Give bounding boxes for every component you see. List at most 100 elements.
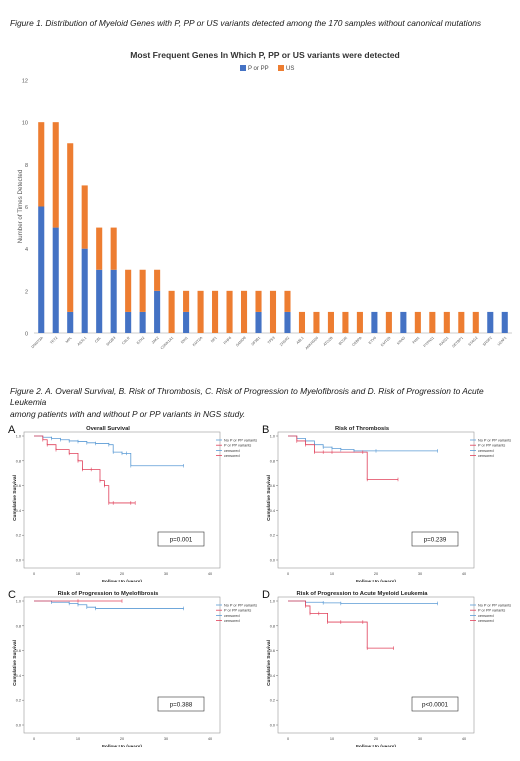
category-label: CSNK1A1 [160,336,174,350]
bar-segment-us [67,143,74,312]
category-label: PTPN11 [423,336,435,348]
km-chart-svg: Overall Survival 0.0 0.2 0.4 0.6 0.8 1.0 0 10 20 3… [12,426,257,582]
plot-frame [277,431,475,569]
category-label: KMT2D [380,336,392,348]
panel-letter: A [8,424,16,436]
legend-label: censored [224,614,240,618]
legend-label: censored [478,614,494,618]
p-value-label: p=0.239 [424,537,447,544]
category-label: ZRSR2 [279,336,290,347]
bar-segment-us [429,311,436,333]
category-label: BCOR [338,336,348,346]
bar-segment-us [52,122,59,228]
km-chart-svg: Risk of Progression to Acute Myeloid Leu… [266,591,511,747]
x-tick-label: 20 [120,572,124,576]
y-tick-label: 6 [25,205,28,211]
y-tick-label: 0.0 [270,559,275,563]
y-tick-label: 1.0 [270,600,275,604]
y-tick-label: 0.0 [16,724,21,728]
bar-segment-us [458,311,465,333]
x-tick-label: 20 [120,737,124,741]
km-chart-svg: Risk of Progression to Myelofibrosis 0.0 0… [12,591,257,747]
p-value-box [411,531,459,547]
category-label: SETBP1 [451,336,464,349]
y-tick-label: 0.4 [270,509,275,513]
category-label: PHF6 [223,336,232,345]
legend-label: censored [478,449,494,453]
legend-label: P or PP variants [224,609,251,613]
panel-letter: D [262,589,270,601]
panel-letter: C [8,589,16,601]
bar-segment-p-pp [38,206,45,333]
bar-segment-us [96,227,103,270]
legend-label: No P or PP variants [224,439,257,443]
category-label: DNMT3A [31,335,45,349]
y-tick-label: 0.8 [270,459,275,463]
category-label: ETV6 [368,336,377,345]
bar-segment-us [168,290,175,333]
legend-label: P or PP variants [478,609,505,613]
y-tick-label: 0.6 [16,484,21,488]
p-value-label: p=0.388 [170,702,193,709]
km-chart-svg: Risk of Thrombosis 0.0 0.2 0.4 0.6 0.8 1.0 0 10 2… [266,426,511,582]
bar-segment-us [414,311,421,333]
legend-label-p-pp: P or PP [248,66,269,72]
bar-segment-us [255,290,262,312]
legend-swatch-p-pp [240,65,246,71]
p-value-label: p<0.0001 [422,702,449,709]
x-tick-label: 10 [76,737,80,741]
bar-segment-us [81,185,88,249]
km-curve-no-variant [288,600,438,604]
bar-segment-us [110,227,117,270]
y-tick-label: 0.8 [270,624,275,628]
bar-segment-us [342,311,349,333]
category-label: SRSF2 [482,336,493,347]
y-axis-label: Number of Times Detected [17,169,24,243]
x-axis-label: Follow Up (years) [102,744,142,747]
category-label: STAG2 [468,336,479,347]
bar-segment-us [240,290,248,333]
plot-frame [23,431,221,569]
gene-frequency-bar-chart: Most Frequent Genes In Which P, PP or US… [17,50,512,350]
x-tick-label: 0 [33,572,35,576]
x-tick-label: 0 [33,737,35,741]
category-label: SAMD9 [235,336,247,348]
x-tick-label: 30 [418,737,422,741]
x-axis-label: Follow Up (years) [356,744,396,747]
bar-segment-p-pp [52,227,59,333]
bar-segment-p-pp [183,311,190,333]
bar-segment-us [154,269,161,291]
y-tick-label: 2 [25,289,28,295]
km-panel-d: D Risk of Progression to Acute Myeloid Le… [262,585,512,747]
category-label: JAK2 [151,336,160,345]
category-label: MPL [65,336,73,344]
category-label: CBL [94,336,102,344]
bar-segment-p-pp [139,311,146,333]
y-tick-label: 10 [22,121,28,127]
bar-segment-us [443,311,450,333]
km-title: Risk of Progression to Myelofibrosis [58,591,159,597]
km-panel-c: C Risk of Progression to Myelofibrosis 0.0… [8,585,258,747]
km-curve-no-variant [34,600,184,609]
x-tick-label: 20 [374,572,378,576]
x-tick-label: 20 [374,737,378,741]
plot-frame [23,596,221,734]
legend-label: censored [224,449,240,453]
legend-label: censored [478,619,494,623]
km-curve-no-variant [288,435,438,452]
x-tick-label: 40 [462,572,466,576]
y-tick-label: 1.0 [16,600,21,604]
p-value-box [157,696,205,712]
bar-segment-us [139,269,146,312]
y-tick-label: 0.4 [270,674,275,678]
category-label: U2AF1 [497,336,508,347]
legend-label: P or PP variants [224,444,251,448]
bar-segment-p-pp [67,311,74,333]
bar-segment-p-pp [81,248,88,333]
x-tick-label: 0 [287,572,289,576]
km-title: Overall Survival [86,426,130,432]
bar-segment-p-pp [125,311,132,333]
category-label: ASXL1 [77,336,88,347]
x-tick-label: 0 [287,737,289,741]
y-tick-label: 0.4 [16,674,21,678]
